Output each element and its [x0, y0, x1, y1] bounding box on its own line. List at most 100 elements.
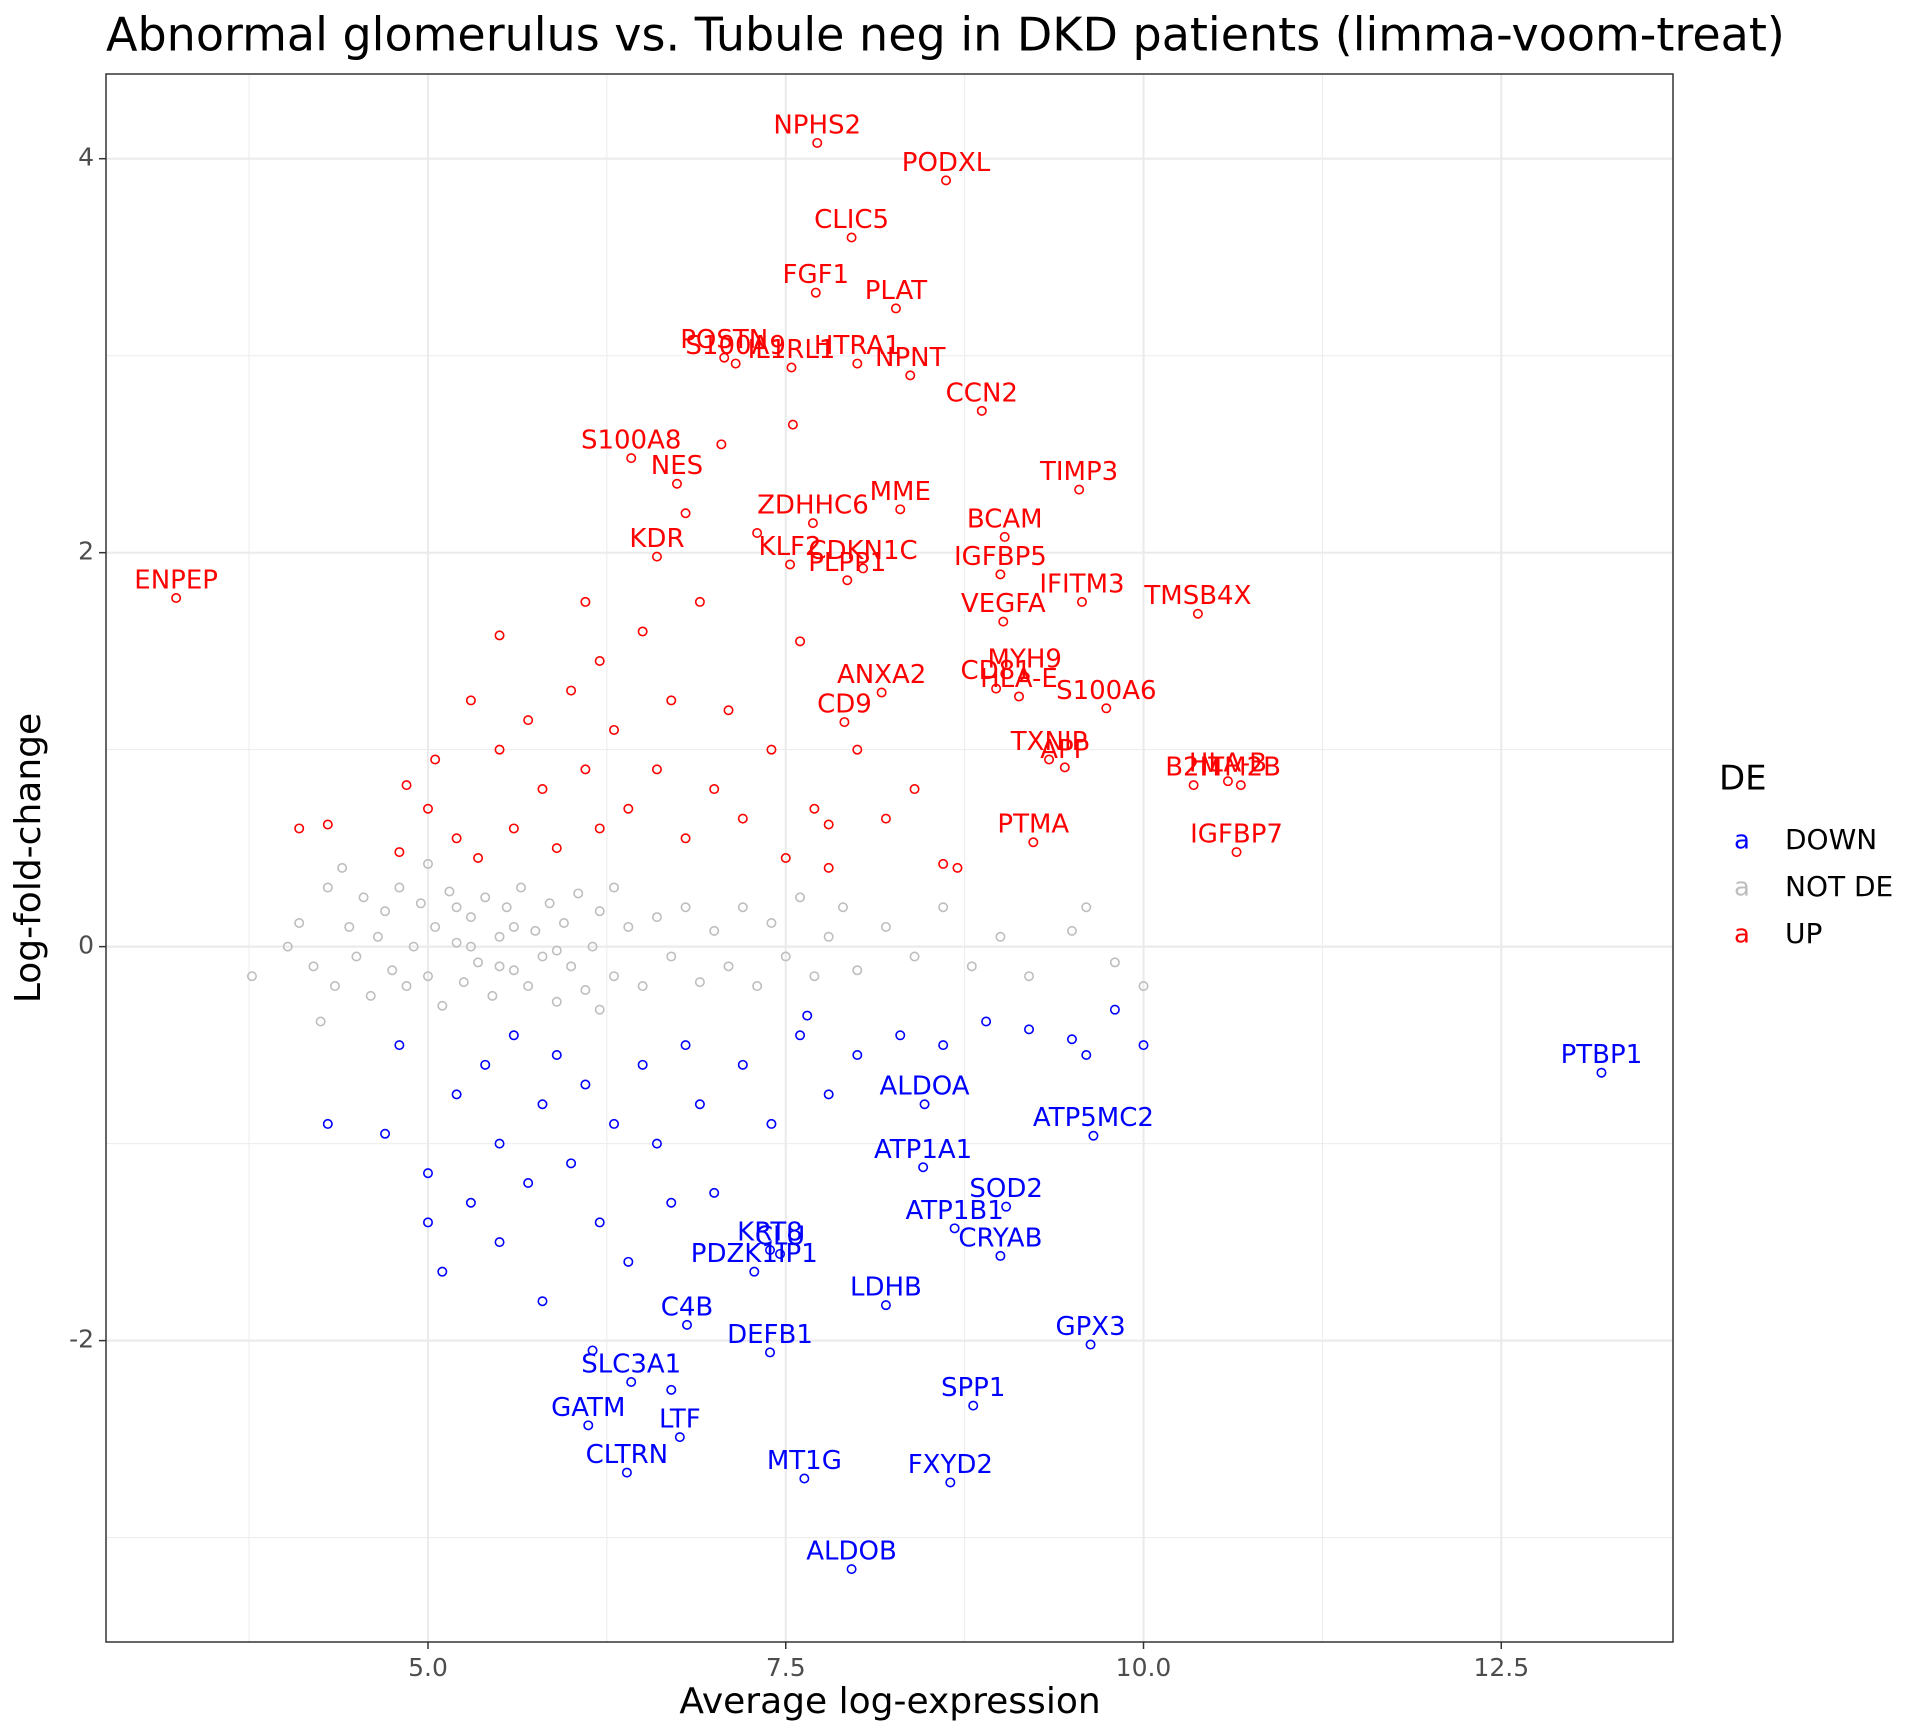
point	[823, 931, 834, 942]
point	[1138, 1040, 1149, 1051]
point	[1231, 847, 1242, 858]
point	[408, 941, 419, 952]
point	[473, 852, 484, 863]
point	[465, 695, 476, 706]
point	[637, 1059, 648, 1070]
point-label: ALDOB	[806, 1537, 897, 1567]
point	[876, 687, 887, 698]
point	[523, 715, 534, 726]
point	[537, 1296, 548, 1307]
point	[422, 858, 433, 869]
point	[583, 1420, 594, 1431]
point	[766, 918, 777, 929]
point	[680, 1040, 691, 1051]
y-tick-label: -2	[69, 1325, 94, 1354]
point	[322, 819, 333, 830]
point	[451, 902, 462, 913]
point	[880, 1300, 891, 1311]
point	[626, 453, 637, 464]
point-label: KLF2	[759, 532, 822, 562]
point	[594, 1217, 605, 1228]
point-label: KRT8	[737, 1218, 803, 1248]
point-label: ZDHHC6	[757, 491, 869, 521]
point	[846, 232, 857, 243]
point	[530, 925, 541, 936]
point	[775, 1248, 786, 1259]
point	[895, 1030, 906, 1041]
point	[294, 918, 305, 929]
point	[580, 984, 591, 995]
point	[1085, 1339, 1096, 1350]
point	[487, 990, 498, 1001]
point-label: CD81	[960, 656, 1031, 686]
point	[880, 921, 891, 932]
point	[995, 931, 1006, 942]
point-label: APP	[1040, 735, 1089, 765]
point-label: TIMP3	[1039, 457, 1118, 487]
point	[1059, 762, 1070, 773]
point	[573, 888, 584, 899]
point-label: HLA-E	[980, 664, 1058, 694]
point	[451, 937, 462, 948]
point	[909, 784, 920, 795]
point	[587, 941, 598, 952]
point-label: IGFBP7	[1190, 820, 1283, 850]
point	[494, 744, 505, 755]
legend-title: DE	[1719, 759, 1767, 799]
point	[809, 803, 820, 814]
point-label: HLA-B	[1189, 749, 1267, 779]
point	[1109, 1004, 1120, 1015]
point	[880, 813, 891, 824]
point	[523, 1178, 534, 1189]
point	[1076, 596, 1087, 607]
point	[494, 630, 505, 641]
point	[544, 898, 555, 909]
point	[1066, 925, 1077, 936]
point-label: ITM2B	[1201, 753, 1281, 783]
point	[780, 852, 791, 863]
point	[765, 1245, 776, 1256]
point-label: POSTN	[680, 325, 768, 355]
point	[709, 925, 720, 936]
y-tick-label: 2	[78, 537, 94, 566]
point-label: ATP5MC2	[1033, 1103, 1154, 1133]
point	[938, 858, 949, 869]
point-label: S100A9	[685, 331, 785, 361]
point	[1088, 1130, 1099, 1141]
point	[909, 951, 920, 962]
x-tick-label: 7.5	[766, 1653, 806, 1682]
point	[430, 754, 441, 765]
point	[682, 1319, 693, 1330]
point	[694, 1099, 705, 1110]
point	[1014, 691, 1025, 702]
point-label: IL1RL1	[748, 335, 836, 365]
point	[709, 1187, 720, 1198]
point	[807, 518, 818, 529]
point	[858, 563, 869, 574]
point	[749, 1266, 760, 1277]
point	[1109, 957, 1120, 968]
point	[999, 531, 1010, 542]
point	[737, 813, 748, 824]
point-label: TMSB4X	[1143, 581, 1251, 611]
point-label: CLTRN	[586, 1440, 668, 1470]
point	[1024, 1024, 1035, 1035]
point	[609, 1118, 620, 1129]
point	[537, 1099, 548, 1110]
point-label: DEFB1	[727, 1320, 813, 1350]
point	[437, 1000, 448, 1011]
point	[852, 1049, 863, 1060]
point	[938, 1040, 949, 1051]
point	[752, 981, 763, 992]
point	[1024, 971, 1035, 982]
point	[508, 823, 519, 834]
point	[1192, 608, 1203, 619]
point	[998, 616, 1009, 627]
point	[694, 977, 705, 988]
point	[387, 965, 398, 976]
point	[890, 303, 901, 314]
point	[537, 784, 548, 795]
point	[842, 575, 853, 586]
point	[473, 957, 484, 968]
point	[1596, 1067, 1607, 1078]
